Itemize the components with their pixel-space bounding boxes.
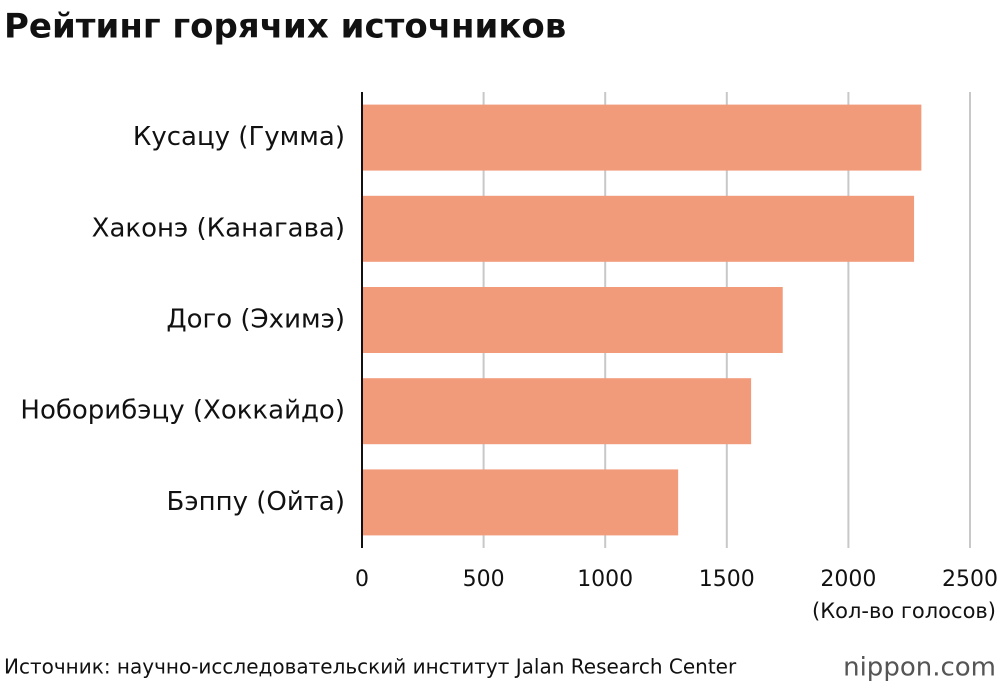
y-tick-label: Дого (Эхимэ) xyxy=(166,305,345,335)
x-tick-label: 2500 xyxy=(942,567,998,592)
x-tick-label: 2000 xyxy=(820,567,876,592)
bar xyxy=(362,195,915,262)
x-axis-label: (Кол-во голосов) xyxy=(812,599,996,623)
bar xyxy=(362,287,783,353)
y-tick-label: Бэппу (Ойта) xyxy=(167,487,345,517)
y-tick-label: Хаконэ (Канагава) xyxy=(92,213,345,243)
chart-title: Рейтинг горячих источников xyxy=(4,7,566,47)
bar xyxy=(362,104,922,171)
y-tick-label: Ноборибэцу (Хоккайдо) xyxy=(20,396,345,426)
bar xyxy=(362,378,752,445)
x-tick-label: 1500 xyxy=(699,567,755,592)
x-tick-label: 500 xyxy=(463,567,505,592)
x-tick-label: 1000 xyxy=(577,567,633,592)
bar xyxy=(362,469,679,536)
source: Источник: научно-исследовательский инсти… xyxy=(4,655,737,679)
y-tick-label: Кусацу (Гумма) xyxy=(133,122,345,152)
x-tick-label: 0 xyxy=(355,567,369,592)
brand-logo: nippon.com xyxy=(843,653,996,683)
